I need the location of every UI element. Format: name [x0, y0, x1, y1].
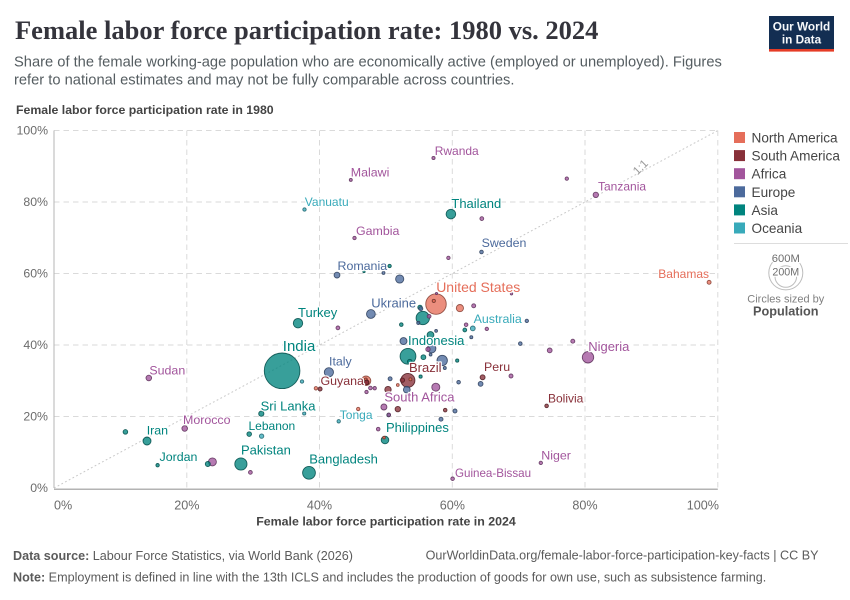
svg-text:South Africa: South Africa — [384, 390, 455, 405]
svg-text:Female labor force participati: Female labor force participation rate: 1… — [15, 15, 598, 45]
svg-text:Circles sized by: Circles sized by — [747, 294, 825, 306]
svg-text:Africa: Africa — [752, 167, 787, 182]
svg-text:40%: 40% — [23, 338, 48, 352]
svg-text:0%: 0% — [30, 481, 48, 495]
svg-text:100%: 100% — [17, 124, 49, 138]
svg-text:Bahamas: Bahamas — [658, 267, 709, 281]
svg-text:Sri Lanka: Sri Lanka — [261, 399, 317, 414]
svg-text:Population: Population — [753, 305, 819, 319]
svg-text:Malawi: Malawi — [351, 165, 390, 179]
svg-text:20%: 20% — [174, 499, 199, 513]
svg-text:Iran: Iran — [147, 424, 168, 438]
svg-text:Philippines: Philippines — [386, 420, 449, 435]
svg-text:Indonesia: Indonesia — [408, 333, 465, 348]
svg-text:Gambia: Gambia — [356, 224, 399, 238]
svg-text:Guinea-Bissau: Guinea-Bissau — [455, 467, 531, 480]
svg-text:North America: North America — [752, 131, 839, 146]
svg-text:South America: South America — [752, 149, 841, 164]
svg-text:Jordan: Jordan — [160, 450, 198, 464]
svg-text:Australia: Australia — [474, 312, 522, 326]
svg-text:200M: 200M — [772, 267, 799, 279]
svg-text:Peru: Peru — [484, 360, 510, 374]
svg-text:Data source: Labour Force Stat: Data source: Labour Force Statistics, vi… — [13, 549, 353, 563]
svg-text:United States: United States — [436, 279, 520, 295]
svg-text:Sudan: Sudan — [149, 364, 185, 378]
svg-text:20%: 20% — [23, 410, 48, 424]
svg-text:Pakistan: Pakistan — [241, 443, 291, 458]
svg-text:40%: 40% — [307, 499, 332, 513]
svg-text:80%: 80% — [23, 195, 48, 209]
svg-text:Tanzania: Tanzania — [598, 180, 646, 194]
svg-text:Note: Employment is defined in: Note: Employment is defined in line with… — [13, 571, 766, 585]
svg-text:600M: 600M — [772, 253, 800, 265]
svg-text:in Data: in Data — [782, 33, 822, 47]
svg-text:Bangladesh: Bangladesh — [309, 452, 378, 467]
svg-text:Guyana: Guyana — [321, 374, 365, 388]
svg-text:Female labor force participati: Female labor force participation rate in… — [16, 103, 274, 117]
svg-text:Asia: Asia — [752, 203, 779, 218]
svg-text:refer to national estimates an: refer to national estimates and may not … — [14, 73, 514, 89]
svg-text:Romania: Romania — [338, 259, 388, 273]
svg-text:Rwanda: Rwanda — [435, 144, 479, 158]
svg-text:Nigeria: Nigeria — [588, 339, 630, 354]
svg-text:Vanuatu: Vanuatu — [305, 195, 349, 209]
svg-text:Lebanon: Lebanon — [249, 419, 296, 433]
svg-text:100%: 100% — [687, 499, 719, 513]
svg-text:OurWorldinData.org/female-labo: OurWorldinData.org/female-labor-force-pa… — [426, 549, 819, 563]
svg-text:Oceania: Oceania — [752, 221, 803, 236]
svg-text:Sweden: Sweden — [482, 236, 527, 250]
svg-text:India: India — [283, 338, 316, 355]
svg-text:Our World: Our World — [773, 20, 830, 34]
svg-text:Ukraine: Ukraine — [371, 296, 416, 311]
svg-text:Brazil: Brazil — [409, 360, 442, 375]
svg-text:Italy: Italy — [329, 355, 353, 369]
svg-text:0%: 0% — [54, 499, 72, 513]
svg-text:Bolivia: Bolivia — [548, 392, 584, 406]
svg-text:Thailand: Thailand — [451, 196, 501, 211]
svg-text:60%: 60% — [23, 267, 48, 281]
svg-text:Turkey: Turkey — [298, 305, 338, 320]
svg-text:Share of the female working-ag: Share of the female working-age populati… — [14, 55, 722, 71]
svg-text:80%: 80% — [572, 499, 597, 513]
svg-text:Female labor force participati: Female labor force participation rate in… — [256, 515, 516, 529]
svg-text:Morocco: Morocco — [183, 413, 231, 427]
svg-text:Europe: Europe — [752, 185, 796, 200]
svg-text:60%: 60% — [440, 499, 465, 513]
svg-text:Niger: Niger — [541, 449, 571, 463]
svg-text:Tonga: Tonga — [340, 408, 373, 422]
